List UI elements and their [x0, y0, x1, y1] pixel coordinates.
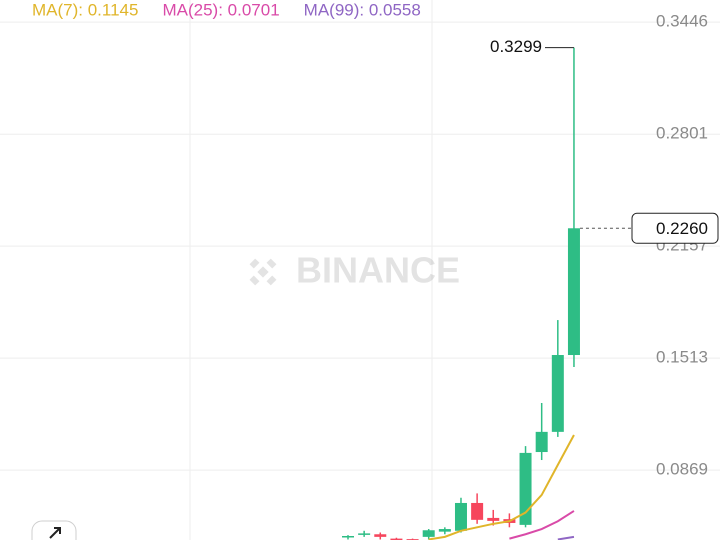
candle-body: [471, 502, 484, 520]
ma-line: [428, 434, 575, 540]
candle-body: [358, 533, 371, 535]
legend-entry: MA(7): 0.1145: [32, 0, 138, 19]
y-tick-label: 0.1513: [656, 348, 708, 367]
price-label-box: [631, 212, 719, 244]
candle-body: [487, 517, 500, 521]
legend: MA(7): 0.1145 MA(25): 0.0701 MA(99): 0.055…: [32, 0, 421, 19]
candle-body: [519, 452, 532, 525]
legend-entry: MA(25): 0.0701: [162, 0, 279, 19]
candle-body: [390, 538, 403, 540]
candle-body: [342, 536, 354, 538]
y-tick-label: 0.3446: [656, 12, 708, 31]
candle-body: [438, 529, 451, 532]
candle-body: [551, 355, 564, 432]
ma-line: [509, 510, 575, 540]
candle-body: [535, 431, 548, 453]
watermark-text: BINANCE: [296, 250, 460, 291]
candle-body: [567, 228, 580, 356]
candle-body: [422, 530, 435, 537]
legend-entry: MA(99): 0.0558: [304, 0, 421, 19]
high-label: 0.3299: [490, 37, 542, 56]
expand-button[interactable]: [31, 520, 77, 540]
ma-line: [557, 535, 575, 540]
price-label: 0.2260: [656, 219, 708, 238]
watermark: BINANCE: [249, 250, 460, 291]
y-tick-label: 0.0869: [656, 460, 708, 479]
candle-body: [374, 534, 387, 537]
candle-body: [454, 502, 467, 531]
y-tick-label: 0.2801: [656, 124, 708, 143]
